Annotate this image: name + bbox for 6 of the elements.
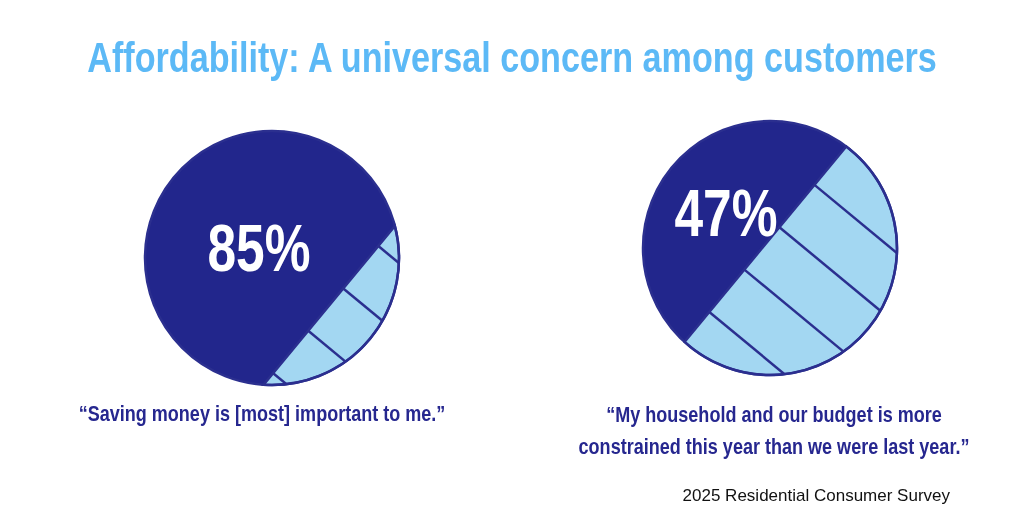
category-label: “My household and our budget is more constrained this year than we were last year.” xyxy=(578,402,970,459)
category-label: “Saving money is [most] important to me.” xyxy=(78,401,446,426)
text: 2025 Residential Consumer Survey xyxy=(682,486,951,505)
data-label: 47% xyxy=(674,175,778,251)
data-label: 85% xyxy=(207,211,311,286)
text: Affordability: A universal concern among customers xyxy=(87,33,937,81)
